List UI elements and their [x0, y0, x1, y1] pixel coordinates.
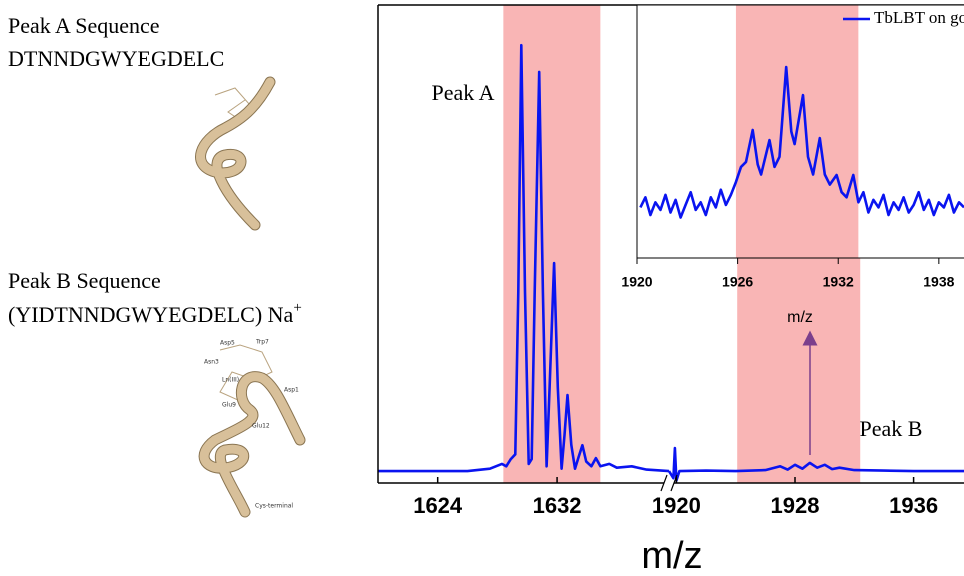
structure-label: Trp7 [255, 339, 269, 346]
peak-a-title: Peak A Sequence [8, 13, 160, 38]
x-tick-label: 1932 [823, 274, 854, 290]
structure-b-bg [190, 335, 305, 525]
x-tick-label: 1624 [413, 493, 463, 518]
structure-a [185, 75, 285, 235]
structure-label: Asp1 [284, 387, 299, 394]
peak-a-sequence: DTNNDGWYEGDELC [8, 46, 224, 71]
structure-b: Asp5 Trp7 Asn3 Ln(III) Asp1 Glu9 Glu12 C… [190, 335, 306, 525]
structure-label: Asp5 [220, 340, 235, 347]
structure-label: Asn3 [204, 359, 219, 366]
x-tick-label: 1926 [722, 274, 753, 290]
peak-b-title: Peak B Sequence [8, 268, 161, 293]
structure-label: Glu12 [252, 423, 270, 430]
x-tick-label: 1936 [889, 493, 938, 518]
ribbon [199, 372, 305, 517]
x-tick-label: 1920 [621, 274, 652, 290]
structure-label: Glu9 [222, 402, 236, 409]
x-tick-label: 1632 [533, 493, 582, 518]
peak-b-sequence-line: (YIDTNNDGWYEGDELC) Na+ [8, 300, 302, 327]
legend-label: TbLBT on gold [874, 8, 964, 27]
inset-frame [636, 4, 964, 259]
x-tick-label: 1928 [771, 493, 820, 518]
axis-break [660, 474, 668, 492]
x-axis-label: m/z [787, 309, 813, 326]
annotation: Peak A [432, 80, 495, 105]
peak-b-charge: + [293, 300, 301, 316]
inset-chart: 1920 1926 1932 1938 m/z TbLBT on gold [621, 4, 964, 326]
x-axis-label: m/z [641, 535, 702, 576]
structure-label: Cys-terminal [255, 503, 293, 510]
spectrum-line [667, 446, 964, 482]
spectrum-line [378, 43, 670, 473]
spectrum-line [639, 65, 964, 219]
annotation: Peak B [860, 416, 923, 441]
peak-b-sequence: (YIDTNNDGWYEGDELC) Na [8, 302, 294, 327]
ribbon [196, 77, 275, 230]
structure-label: Ln(III) [222, 377, 239, 384]
x-tick-label: 1938 [923, 274, 954, 290]
x-tick-label: 1920 [652, 493, 701, 518]
